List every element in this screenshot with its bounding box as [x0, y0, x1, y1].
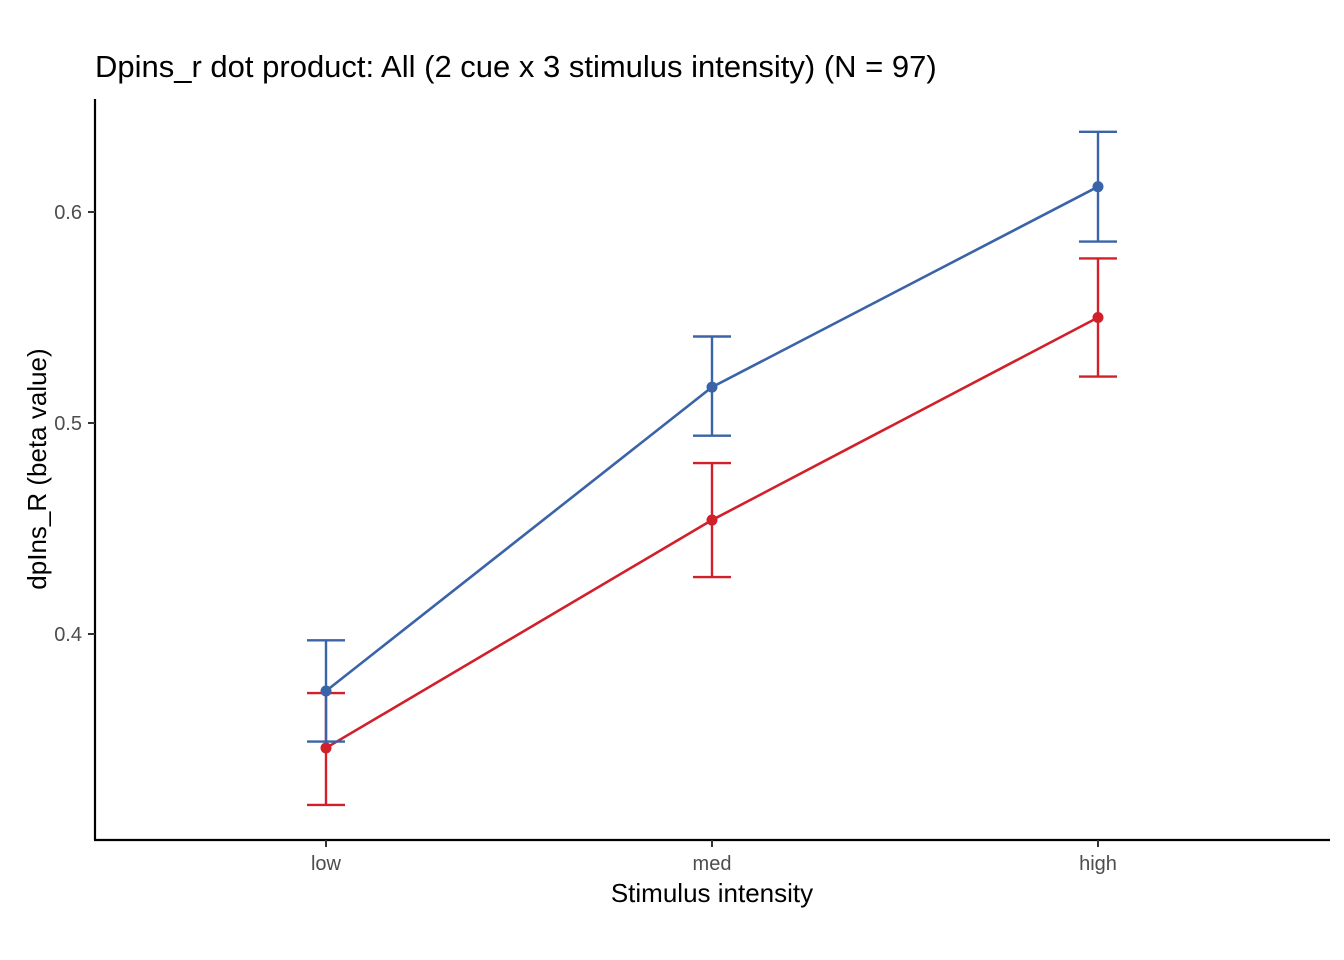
data-point	[706, 381, 718, 393]
data-point	[706, 514, 718, 526]
x-axis-title: Stimulus intensity	[611, 878, 813, 908]
series-2	[307, 130, 1117, 743]
series-layer	[307, 130, 1117, 807]
x-tick-label: low	[311, 853, 342, 875]
y-axis-ticks: 0.4 0.5 0.6	[54, 202, 95, 646]
x-tick-label: high	[1079, 853, 1117, 875]
y-tick-label: 0.5	[54, 413, 82, 435]
data-point	[1092, 181, 1104, 193]
data-point	[320, 742, 332, 754]
chart-title: Dpins_r dot product: All (2 cue x 3 stim…	[95, 49, 937, 84]
series-line	[325, 185, 1099, 692]
series-1	[307, 257, 1117, 807]
x-axis-ticks: low med high	[311, 840, 1117, 875]
data-point	[320, 685, 332, 697]
y-tick-label: 0.4	[54, 624, 82, 646]
data-point	[1092, 312, 1104, 323]
y-tick-label: 0.6	[54, 202, 82, 224]
x-tick-label: med	[693, 853, 732, 875]
y-axis-title: dpIns_R (beta value)	[22, 348, 52, 589]
